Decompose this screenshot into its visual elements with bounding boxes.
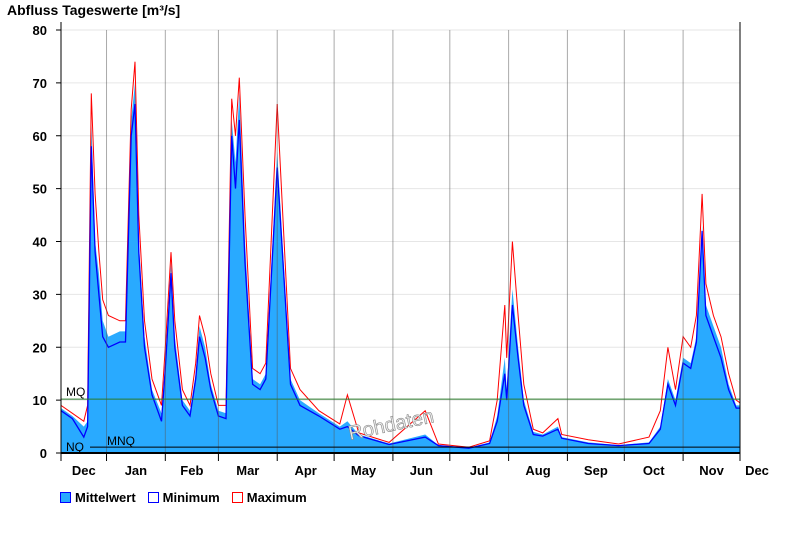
reference-label-nq: NQ bbox=[66, 440, 84, 454]
x-tick-label: Sep bbox=[584, 463, 608, 478]
legend-item-max: Maximum bbox=[231, 490, 307, 505]
y-tick-label: 60 bbox=[33, 129, 47, 144]
x-tick-label: Oct bbox=[643, 463, 665, 478]
legend-item-mean: Mittelwert bbox=[60, 490, 136, 505]
x-tick-label: Dec bbox=[745, 463, 769, 478]
x-tick-label: Nov bbox=[699, 463, 724, 478]
legend-swatch-min bbox=[147, 492, 159, 503]
y-tick-label: 20 bbox=[33, 340, 47, 355]
y-tick-label: 0 bbox=[40, 446, 47, 461]
x-tick-label: Jan bbox=[125, 463, 147, 478]
reference-label-mq: MQ bbox=[66, 385, 85, 399]
legend-item-min: Minimum bbox=[147, 490, 220, 505]
legend-label: Minimum bbox=[162, 490, 220, 505]
legend: Mittelwert Minimum Maximum bbox=[60, 490, 307, 505]
series-line-maximum bbox=[60, 61, 741, 448]
legend-swatch-mean bbox=[60, 492, 71, 503]
x-tick-label: Feb bbox=[180, 463, 203, 478]
y-tick-label: 40 bbox=[33, 235, 47, 250]
y-tick-label: 30 bbox=[33, 287, 47, 302]
y-tick-label: 10 bbox=[33, 393, 47, 408]
x-tick-label: Dec bbox=[72, 463, 96, 478]
x-tick-label: Mar bbox=[236, 463, 259, 478]
y-tick-label: 50 bbox=[33, 182, 47, 197]
reference-label-mnq: MNQ bbox=[107, 434, 135, 448]
legend-label: Mittelwert bbox=[75, 490, 136, 505]
legend-swatch-max bbox=[231, 492, 243, 503]
x-tick-label: Apr bbox=[294, 463, 316, 478]
chart-title: Abfluss Tageswerte [m³/s] bbox=[7, 2, 181, 18]
legend-label: Maximum bbox=[246, 490, 307, 505]
x-tick-label: May bbox=[351, 463, 377, 478]
x-tick-label: Jun bbox=[410, 463, 433, 478]
y-tick-label: 80 bbox=[33, 23, 47, 38]
series-line-minimum bbox=[60, 103, 740, 449]
y-tick-label: 70 bbox=[33, 76, 47, 91]
x-tick-label: Aug bbox=[525, 463, 550, 478]
x-tick-label: Jul bbox=[470, 463, 489, 478]
